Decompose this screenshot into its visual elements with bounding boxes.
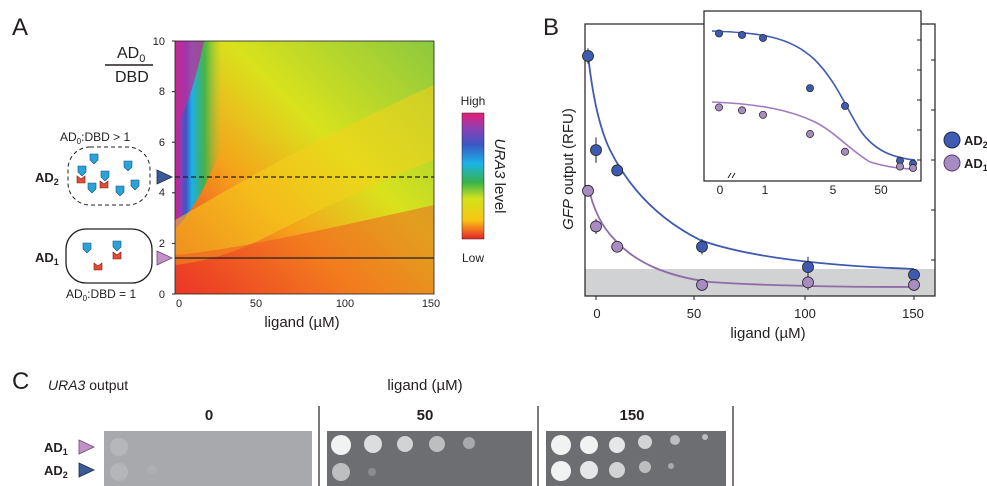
svg-text:AD0: AD0 (117, 45, 145, 65)
colorbar-low-label: Low (462, 251, 484, 265)
inset-point-ad2 (759, 33, 767, 42)
data-point-ad1 (802, 276, 814, 289)
inset-point-ad1 (806, 130, 814, 138)
colorbar: High Low URA3 level (461, 94, 508, 265)
gfp-xtick: 50 (687, 306, 701, 321)
inset-point-ad1 (896, 162, 904, 171)
data-point-ad2 (802, 261, 814, 274)
ura3-output-title: URA3 output (48, 377, 128, 393)
data-point-ad2 (908, 268, 920, 281)
ad1-triangle-marker (156, 250, 173, 266)
inset-ad2-fit (711, 30, 916, 161)
heatmap-xtick: 100 (336, 298, 354, 310)
panel-b-letter: B (543, 14, 559, 41)
ad2-triangle-marker (156, 169, 173, 185)
inset-point-ad1 (715, 103, 723, 112)
row-label-ad2: AD2 (44, 463, 68, 480)
inset-point-ad2 (738, 31, 746, 39)
panel-a-ylabel: AD0 DBD (105, 45, 153, 86)
data-point-ad1 (611, 240, 624, 253)
ratio-eq-label: AD0:DBD = 1 (66, 287, 136, 303)
concentration-label-0: 0 (205, 407, 213, 424)
heatmap-ytick: 8 (159, 86, 165, 98)
heatmap-ytick: 10 (153, 36, 165, 48)
data-point-ad2 (582, 50, 594, 62)
ad1-construct: AD1 AD0:DBD = 1 (35, 228, 153, 303)
panel-b-axes: GFP output (RFU) 0 50 100 150 ligand (µM… (560, 23, 936, 342)
heatmap-ytick: 6 (159, 137, 165, 149)
gfp-inset: 0 1 5 50 (703, 10, 922, 197)
gfp-xlabel: ligand (µM) (730, 325, 805, 342)
row-label-ad1: AD1 (44, 440, 68, 457)
activation-domain-icons (77, 153, 140, 197)
inset-point-ad1 (909, 164, 917, 172)
colorbar-high-label: High (461, 94, 486, 108)
spot-row-labels: AD1 AD2 (44, 439, 95, 480)
plate-0uM (104, 431, 312, 486)
plate-150uM (546, 431, 726, 486)
gfp-data-points (582, 48, 920, 291)
legend-label-ad2: AD2 (964, 133, 987, 150)
inset-point-ad2 (806, 84, 814, 93)
heatmap-xtick: 50 (250, 298, 262, 310)
gfp-legend: AD2 AD1 (943, 131, 987, 173)
inset-xtick: 0 (717, 183, 724, 197)
heatmap-x-axis: 0 50 100 150 ligand (µM) (176, 298, 440, 331)
gfp-xtick: 0 (593, 306, 600, 321)
legend-label-ad1: AD1 (964, 156, 987, 173)
row-ad2-triangle (78, 462, 95, 478)
inset-xtick: 5 (830, 183, 837, 197)
ad2-fit-curve (587, 54, 915, 270)
data-point-ad2 (611, 164, 624, 177)
ad1-fit-curve (587, 184, 915, 288)
heatmap (175, 41, 434, 294)
heatmap-y-axis: 0 2 4 6 8 10 (153, 36, 175, 301)
heatmap-xlabel: ligand (µM) (264, 314, 339, 331)
gfp-xtick: 100 (794, 306, 816, 321)
heatmap-xtick: 150 (422, 298, 440, 310)
gfp-ylabel: GFP output (RFU) (560, 108, 577, 230)
heatmap-xtick: 0 (176, 298, 182, 310)
inset-xtick: 50 (874, 183, 888, 197)
panel-a-letter: A (12, 14, 28, 41)
plate-50uM (327, 431, 532, 486)
ad2-construct: AD0:DBD > 1 AD2 (35, 130, 151, 206)
inset-point-ad1 (738, 106, 746, 115)
ratio-gt-label: AD0:DBD > 1 (60, 130, 130, 146)
inset-point-ad2 (841, 101, 849, 110)
legend-marker-ad2 (943, 131, 961, 149)
heatmap-ytick: 2 (159, 238, 165, 250)
concentration-label-50: 50 (417, 407, 434, 424)
data-point-ad1 (582, 184, 594, 197)
row-ad1-triangle (78, 439, 95, 455)
data-point-ad2 (696, 240, 708, 253)
legend-marker-ad1 (943, 154, 961, 172)
inset-ad1-fit (711, 101, 916, 170)
panel-c-letter: C (12, 368, 29, 395)
ad2-label: AD2 (35, 170, 59, 187)
svg-text:DBD: DBD (115, 69, 149, 86)
inset-point-ad1 (759, 110, 767, 119)
gfp-xtick: 150 (902, 306, 924, 321)
spot-assay-ligand-label: ligand (µM) (387, 377, 462, 394)
data-point-ad1 (908, 279, 920, 291)
colorbar-title: URA3 level (491, 138, 508, 213)
concentration-label-150: 150 (619, 407, 644, 424)
data-point-ad1 (590, 220, 602, 233)
data-point-ad2 (590, 144, 602, 157)
heatmap-ytick: 0 (159, 289, 165, 301)
dbd-icons (76, 175, 109, 189)
inset-point-ad1 (841, 147, 849, 156)
data-point-ad1 (696, 279, 708, 291)
heatmap-ytick: 4 (159, 187, 165, 199)
inset-xtick: 1 (762, 183, 769, 197)
ad1-label: AD1 (35, 250, 59, 267)
inset-point-ad2 (715, 29, 723, 38)
